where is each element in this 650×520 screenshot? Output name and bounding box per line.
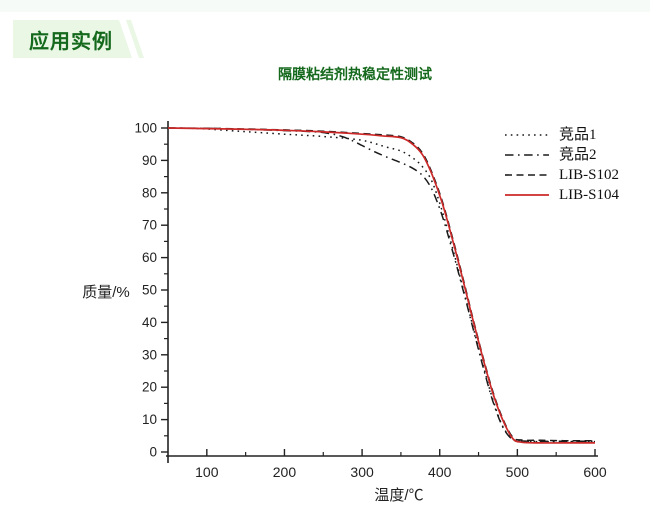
legend-line-sample-solid (505, 194, 549, 196)
x-tick-label: 300 (350, 464, 374, 480)
y-tick-label: 100 (134, 121, 157, 136)
legend-label: 竞品2 (559, 147, 597, 163)
chart-legend: 竞品1 竞品2 LIB-S102 LIB-S104 (502, 125, 619, 205)
legend-label: LIB-S104 (559, 187, 619, 203)
y-tick-label: 50 (142, 283, 157, 298)
x-tick-label: 100 (195, 464, 219, 480)
y-tick-label: 60 (142, 250, 157, 265)
legend-label: 竞品1 (559, 127, 597, 143)
app-example-badge-label: 应用实例 (29, 30, 113, 53)
legend-line-sample-dashed (505, 174, 549, 176)
x-tick-label: 600 (583, 464, 607, 480)
y-tick-label: 70 (142, 218, 157, 233)
chart-title: 隔膜粘结剂热稳定性测试 (278, 66, 432, 82)
curve-LIB-S104 (167, 127, 595, 444)
legend-line-sample-dashdot (505, 154, 549, 156)
y-tick-label: 0 (149, 445, 157, 460)
top-decorative-strip (0, 0, 650, 12)
legend-entry: LIB-S104 (502, 185, 619, 205)
legend-label: LIB-S102 (559, 167, 619, 183)
y-tick-label: 20 (142, 380, 157, 395)
legend-entry: LIB-S102 (502, 165, 619, 185)
y-tick-label: 80 (142, 185, 157, 200)
x-axis-title: 温度/℃ (374, 487, 423, 504)
y-tick-label: 30 (142, 347, 157, 362)
y-tick-label: 90 (142, 153, 157, 168)
x-tick-label: 500 (506, 464, 530, 480)
x-tick-label: 400 (428, 464, 452, 480)
legend-entry: 竞品2 (502, 145, 619, 165)
legend-entry: 竞品1 (502, 125, 619, 145)
y-tick-label: 10 (142, 412, 157, 427)
x-tick-label: 200 (273, 464, 297, 480)
y-axis-title: 质量/% (82, 284, 130, 301)
y-tick-label: 40 (142, 315, 157, 330)
app-example-badge: 应用实例 (13, 20, 132, 58)
legend-line-sample-dotted (505, 134, 549, 136)
